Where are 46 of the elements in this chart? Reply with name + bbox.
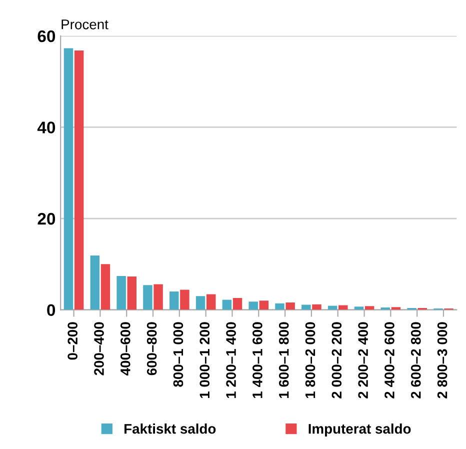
- bar: [180, 290, 190, 310]
- legend-label: Faktiskt saldo: [124, 424, 216, 434]
- y-tick-label: 60: [38, 30, 56, 42]
- bar: [127, 276, 136, 310]
- bar: [74, 50, 84, 310]
- x-tick-label: 2 200–2 400: [358, 322, 368, 398]
- bar: [154, 284, 163, 310]
- bar: [116, 276, 126, 310]
- bar: [100, 264, 110, 310]
- x-tick-label: 1 800–2 000: [305, 322, 316, 398]
- x-tick-label: 200–400: [94, 322, 104, 376]
- y-axis-title: Procent: [62, 20, 108, 30]
- bar: [328, 306, 338, 310]
- x-tick-label: 2 400–2 600: [384, 322, 394, 398]
- bar: [170, 292, 179, 310]
- x-tick-label: 600–800: [146, 322, 157, 376]
- x-tick-label: 1 400–1 600: [252, 322, 262, 398]
- bar: [206, 294, 216, 310]
- bar: [90, 255, 100, 310]
- x-tick-label: 2 600–2 800: [410, 322, 421, 398]
- bar: [248, 302, 258, 310]
- x-tick-label: 0–200: [68, 322, 78, 360]
- x-tick-label: 1 000–1 200: [200, 322, 210, 398]
- bar: [196, 296, 206, 310]
- x-tick-label: 400–600: [120, 322, 130, 376]
- y-tick-label: 40: [37, 122, 56, 134]
- bar: [259, 300, 269, 310]
- x-tick-label: 1 600–1 800: [278, 322, 289, 398]
- bar: [338, 305, 348, 310]
- bar: [364, 306, 374, 310]
- bar: [354, 306, 364, 310]
- y-tick-label: 20: [38, 212, 56, 225]
- legend-label: Imputerat saldo: [308, 424, 411, 436]
- bar: [312, 304, 322, 310]
- bar: [286, 302, 295, 310]
- bar: [222, 300, 232, 310]
- bar: [232, 298, 242, 310]
- y-tick-label: 0: [47, 304, 56, 316]
- x-tick-label: 1 200–1 400: [226, 322, 236, 398]
- bar: [275, 303, 284, 310]
- bar: [143, 285, 152, 310]
- x-tick-label: 800–1 000: [173, 322, 184, 387]
- bar: [64, 48, 74, 310]
- x-tick-label: 2 000–2 200: [332, 322, 342, 398]
- x-tick-label: 2 800–3 000: [437, 322, 448, 398]
- bar: [302, 304, 311, 310]
